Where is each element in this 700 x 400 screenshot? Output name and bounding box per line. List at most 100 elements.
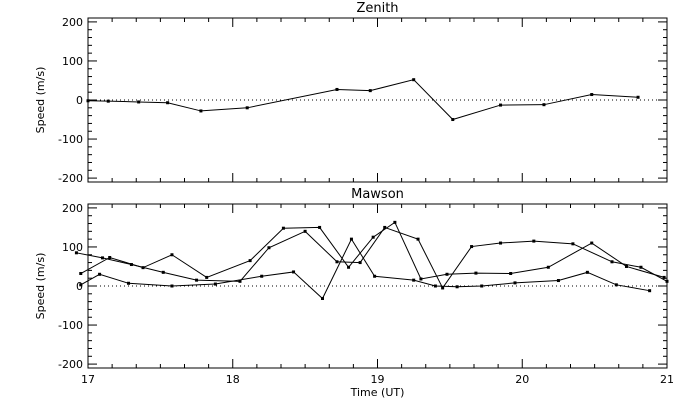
y-tick-label: 0	[76, 94, 83, 107]
panel-title: Zenith	[356, 1, 398, 16]
data-point	[368, 89, 372, 93]
data-point	[571, 242, 575, 246]
y-tick-label: 200	[62, 202, 83, 215]
data-point	[335, 260, 339, 264]
data-point	[610, 260, 614, 264]
data-point	[292, 270, 296, 274]
x-tick-label: 20	[515, 373, 529, 386]
data-point	[371, 235, 375, 239]
data-point	[662, 275, 666, 279]
data-point	[480, 284, 484, 288]
y-tick-label: -200	[58, 172, 83, 185]
data-point	[624, 264, 628, 268]
y-axis-label: Speed (m/s)	[34, 253, 47, 320]
data-point	[129, 263, 133, 267]
data-point	[161, 270, 165, 274]
series-line	[80, 221, 665, 280]
series-line	[87, 79, 639, 121]
series-3	[74, 225, 669, 290]
y-tick-label: 200	[62, 16, 83, 29]
data-point	[320, 296, 324, 300]
data-point	[74, 251, 78, 255]
data-point	[542, 103, 546, 107]
data-point	[281, 226, 285, 230]
y-tick-label: -100	[58, 133, 83, 146]
series-line	[76, 226, 668, 289]
x-tick-label: 17	[81, 373, 95, 386]
x-tick-label: 19	[371, 373, 385, 386]
data-point	[106, 99, 110, 103]
data-point	[238, 279, 242, 283]
y-tick-label: -100	[58, 319, 83, 332]
data-point	[546, 265, 550, 269]
panel-title: Mawson	[351, 187, 404, 202]
data-point	[358, 261, 362, 265]
data-point	[585, 270, 589, 274]
data-point	[245, 106, 249, 110]
data-point	[590, 93, 594, 97]
data-point	[318, 225, 322, 229]
data-point	[98, 272, 102, 276]
data-point	[199, 109, 203, 113]
y-axis-label: Speed (m/s)	[34, 67, 47, 134]
series-1	[79, 237, 652, 300]
data-point	[445, 272, 449, 276]
data-point	[509, 272, 513, 276]
data-point	[213, 282, 217, 286]
x-tick-label: 18	[226, 373, 240, 386]
data-point	[195, 278, 199, 282]
data-point	[86, 99, 90, 103]
data-point	[347, 265, 351, 269]
y-tick-label: -200	[58, 358, 83, 371]
data-point	[349, 237, 353, 241]
data-point	[267, 246, 271, 250]
data-point	[639, 265, 643, 269]
data-point	[170, 284, 174, 288]
data-point	[412, 278, 416, 282]
mawson-panel: Mawson Speed (m/s) 200 100 0 -100 -200 17 18 19 20…	[34, 187, 674, 399]
data-point	[474, 271, 478, 275]
data-point	[393, 220, 397, 224]
data-point	[248, 259, 252, 263]
data-point	[451, 118, 455, 122]
data-point	[590, 241, 594, 245]
data-point	[100, 256, 104, 260]
series-1	[86, 78, 640, 122]
data-point	[614, 283, 618, 287]
data-point	[260, 274, 264, 278]
data-point	[499, 241, 503, 245]
data-point	[419, 277, 423, 281]
data-point	[665, 279, 669, 283]
series-line	[80, 238, 650, 300]
data-point	[127, 281, 131, 285]
data-point	[335, 87, 339, 91]
data-point	[556, 279, 560, 283]
data-point	[373, 274, 377, 278]
data-point	[412, 78, 416, 82]
data-point	[108, 255, 112, 259]
data-point	[433, 284, 437, 288]
data-point	[470, 245, 474, 249]
data-point	[79, 272, 83, 276]
data-point	[383, 225, 387, 229]
data-point	[303, 229, 307, 233]
data-point	[166, 101, 170, 105]
y-tick-label: 100	[62, 241, 83, 254]
data-point	[499, 103, 503, 107]
x-axis-label: Time (UT)	[350, 386, 405, 399]
data-point	[455, 285, 459, 289]
y-tick-label: 100	[62, 55, 83, 68]
data-point	[137, 100, 141, 104]
zenith-panel: Zenith Speed (m/s) 200 100 0 -100 -200	[34, 1, 668, 185]
data-point	[513, 281, 517, 285]
data-point	[532, 239, 536, 243]
x-tick-label: 21	[660, 373, 674, 386]
data-point	[170, 253, 174, 257]
data-point	[416, 237, 420, 241]
data-point	[441, 286, 445, 290]
data-point	[636, 95, 640, 99]
y-tick-label: 0	[76, 280, 83, 293]
series-2	[79, 220, 666, 281]
data-point	[79, 283, 83, 287]
